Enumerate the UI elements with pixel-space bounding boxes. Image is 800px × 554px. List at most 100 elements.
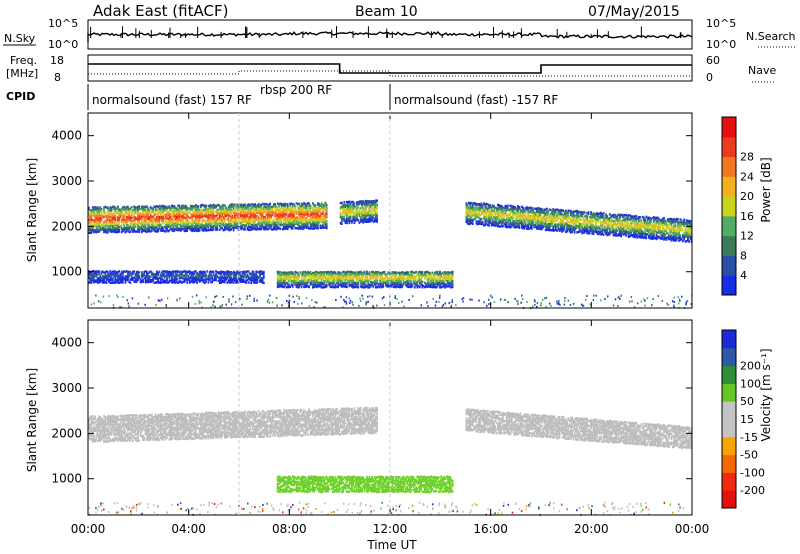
echo-cell (137, 227, 139, 231)
echo-cell (498, 204, 500, 207)
echo-cell (347, 281, 349, 284)
echo-cell (203, 275, 206, 278)
echo-cell (255, 281, 258, 284)
echo-cell (123, 277, 125, 280)
echo-cell (203, 205, 206, 209)
echo-cell (149, 219, 152, 223)
echo-cell (510, 207, 513, 210)
echo-cell (267, 217, 270, 220)
echo-cell (571, 218, 573, 221)
echo-cell (283, 273, 285, 277)
echo-cell (240, 214, 243, 217)
echo-cell (181, 272, 183, 276)
echo-cell (300, 212, 303, 215)
echo-cell (356, 285, 358, 288)
echo-cell (356, 215, 358, 218)
echo-cell (174, 221, 177, 225)
echo-cell (300, 282, 303, 286)
echo-cell (422, 273, 425, 276)
echo-cell (221, 275, 224, 278)
echo-cell (294, 211, 297, 214)
echo-cell (255, 278, 258, 282)
echo-cell (215, 221, 217, 224)
echo-cell (283, 222, 285, 226)
echo-cell (416, 283, 419, 286)
echo-cell (262, 227, 265, 231)
echo-cell (144, 270, 147, 273)
echo-cell (99, 220, 102, 224)
echo-cell (91, 279, 94, 282)
echo-cell (344, 283, 347, 286)
echo-cell (153, 273, 156, 276)
echo-cell (309, 204, 312, 207)
echo-cell (143, 215, 146, 218)
echo-cell (143, 209, 146, 213)
echo-cell (484, 215, 487, 219)
echo-cell (137, 206, 139, 209)
echo-cell (431, 277, 434, 280)
echo-cell (296, 210, 299, 213)
echo-cell (134, 216, 137, 219)
echo-cell (171, 221, 173, 225)
echo-cell (157, 281, 159, 284)
echo-cell (533, 215, 536, 218)
echo-cell (163, 225, 166, 229)
echo-cell (157, 215, 159, 218)
echo-cell (173, 227, 176, 231)
echo-cell (439, 281, 441, 284)
echo-cell (407, 279, 410, 282)
echo-cell (154, 230, 157, 233)
echo-cell (133, 270, 136, 273)
echo-cell (497, 222, 499, 226)
echo-cell (93, 223, 95, 226)
echo-cell (366, 218, 368, 221)
echo-cell (222, 273, 225, 276)
echo-cell (158, 216, 161, 219)
echo-cell (100, 227, 103, 230)
echo-cell (155, 205, 158, 208)
echo-cell (592, 232, 595, 235)
echo-cell (493, 220, 495, 224)
echo-cell (226, 272, 229, 275)
echo-cell (449, 283, 451, 286)
echo-cell (528, 214, 531, 218)
echo-cell (93, 274, 95, 277)
echo-cell (426, 285, 429, 289)
echo-cell (105, 276, 108, 279)
echo-cell (232, 281, 235, 284)
echo-cell (105, 278, 108, 282)
echo-cell (553, 210, 556, 213)
echo-cell (304, 213, 307, 216)
echo-cell (610, 216, 612, 220)
echo-cell (471, 210, 474, 213)
echo-cell (200, 272, 202, 275)
echo-cell (155, 223, 158, 226)
echo-cell (134, 210, 137, 213)
echo-cell (451, 281, 454, 284)
echo-cell (177, 228, 180, 232)
echo-cell (125, 275, 128, 278)
echo-cell (210, 214, 212, 217)
echo-cell (381, 271, 383, 275)
echo-cell (300, 217, 303, 220)
echo-cell (90, 222, 93, 225)
echo-cell (323, 273, 326, 277)
echo-cell (163, 205, 166, 208)
echo-cell (351, 279, 353, 283)
echo-cell (193, 225, 196, 228)
echo-cell (188, 277, 191, 280)
echo-cell (294, 226, 297, 230)
echo-cell (215, 273, 217, 276)
echo-cell (153, 223, 156, 226)
echo-cell (278, 203, 280, 206)
echo-cell (226, 276, 229, 280)
echo-cell (546, 216, 548, 220)
echo-cell (590, 217, 592, 221)
echo-cell (276, 213, 279, 217)
echo-cell (148, 226, 151, 229)
echo-cell (621, 214, 624, 217)
echo-cell (247, 203, 250, 206)
echo-cell (232, 203, 235, 207)
echo-cell (252, 274, 255, 277)
echo-cell (478, 203, 480, 206)
